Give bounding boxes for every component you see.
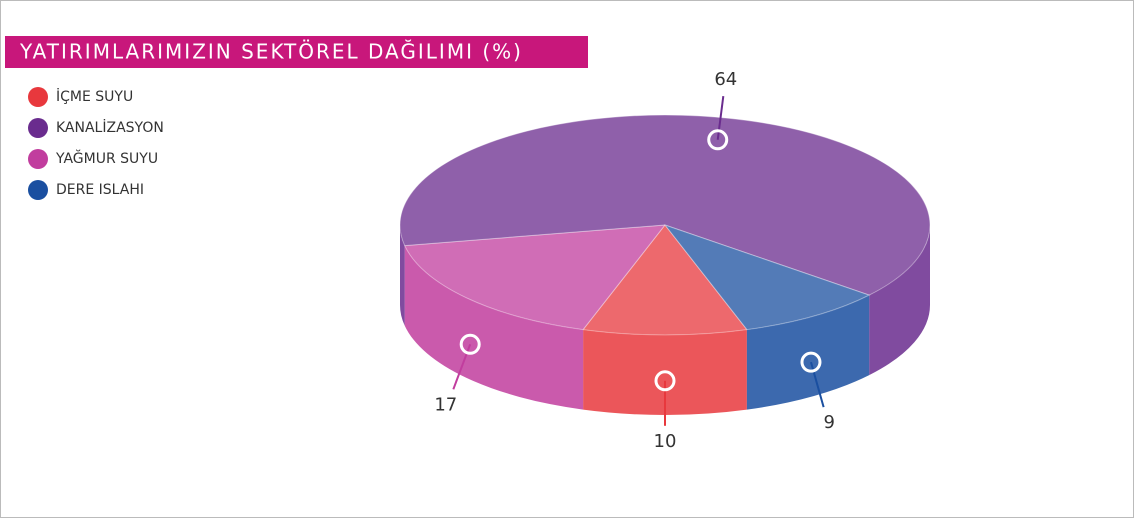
legend-swatch [28,149,48,169]
slice-side [869,225,930,376]
label-leader [716,96,725,140]
legend-swatch [28,180,48,200]
legend-label: DERE ISLAHI [56,182,144,198]
labels: 10 17 64 9 [434,69,835,452]
slice [399,114,931,296]
legend-swatch [28,87,48,107]
data-label: 64 [714,69,737,90]
slice [403,224,667,331]
legend-label: İÇME SUYU [56,87,133,105]
data-label: 10 [654,431,677,452]
slice-side [404,245,584,410]
tops [399,114,931,336]
label-marker [459,333,481,355]
title-banner [5,36,588,68]
pie: 10 17 64 9 [399,69,931,452]
slice [582,224,748,336]
label-marker [707,129,729,151]
label-marker [800,351,822,373]
label-marker [654,370,676,392]
chart-title: YATIRIMLARIMIZIN SEKTÖREL DAĞILIMI (%) [19,40,523,64]
data-label: 9 [824,412,835,433]
slice-side [400,225,405,326]
data-label: 17 [434,394,457,415]
legend-label: YAĞMUR SUYU [55,149,158,167]
slice [663,223,871,331]
legend-swatch [28,118,48,138]
legend-label: KANALİZASYON [56,118,164,136]
